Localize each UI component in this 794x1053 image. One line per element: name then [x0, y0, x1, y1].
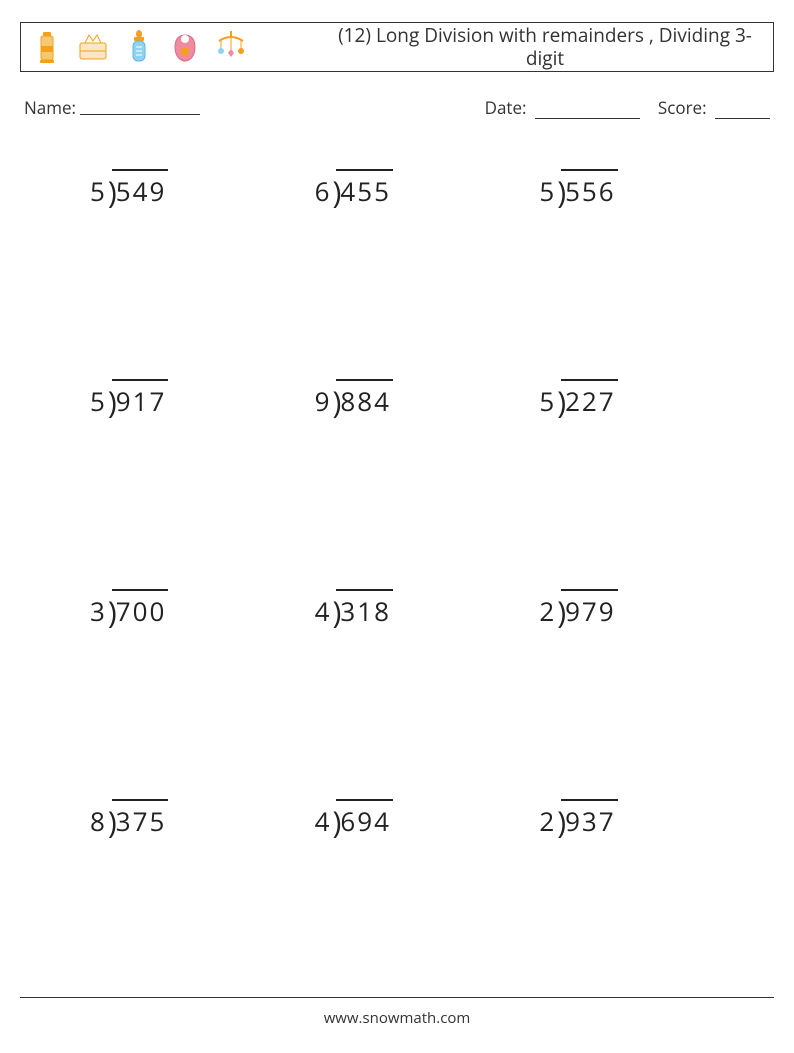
bracket-dividend: )917	[108, 379, 168, 419]
division-bracket-icon: )	[108, 597, 117, 627]
info-row: Name: Date: Score:	[20, 96, 774, 119]
bracket-dividend: )556	[557, 169, 617, 209]
worksheet-title: (12) Long Division with remainders , Div…	[249, 24, 765, 70]
bracket-dividend: )455	[333, 169, 393, 209]
bracket-dividend: )937	[557, 799, 617, 839]
dividend: 979	[561, 589, 618, 629]
dividend: 227	[561, 379, 618, 419]
division-problem: 6)455	[285, 169, 510, 209]
division-problem: 5)917	[60, 379, 285, 419]
division-problem: 5)549	[60, 169, 285, 209]
dividend: 917	[112, 379, 169, 419]
info-spacer	[200, 96, 485, 119]
header-icons	[29, 29, 249, 65]
dividend: 884	[336, 379, 393, 419]
bracket-dividend: )227	[557, 379, 617, 419]
bottle-icon	[121, 29, 157, 65]
tissue-icon	[75, 29, 111, 65]
name-blank[interactable]	[80, 96, 200, 115]
division-bracket-icon: )	[108, 177, 117, 207]
division-bracket-icon: )	[557, 177, 566, 207]
problems-grid: 5)5496)4555)5565)9179)8845)2273)7004)318…	[20, 169, 774, 839]
bracket-dividend: )979	[557, 589, 617, 629]
date-blank[interactable]	[535, 100, 640, 119]
division-bracket-icon: )	[557, 807, 566, 837]
bracket-dividend: )700	[108, 589, 168, 629]
divisor: 6	[315, 173, 331, 209]
mobile-icon	[213, 29, 249, 65]
division-bracket-icon: )	[333, 597, 342, 627]
division-bracket-icon: )	[557, 597, 566, 627]
division-bracket-icon: )	[108, 807, 117, 837]
division-problem: 9)884	[285, 379, 510, 419]
division-problem: 8)375	[60, 799, 285, 839]
score-group: Score:	[658, 96, 770, 119]
divisor: 9	[315, 383, 331, 419]
division-bracket-icon: )	[557, 387, 566, 417]
divisor: 8	[90, 803, 106, 839]
division-problem: 3)700	[60, 589, 285, 629]
header-box: (12) Long Division with remainders , Div…	[20, 22, 774, 72]
division-problem: 4)694	[285, 799, 510, 839]
bracket-dividend: )549	[108, 169, 168, 209]
division-problem: 5)556	[509, 169, 734, 209]
footer-text: www.snowmath.com	[0, 1008, 794, 1028]
bib-icon	[167, 29, 203, 65]
divisor: 4	[315, 593, 331, 629]
bracket-dividend: )318	[333, 589, 393, 629]
bracket-dividend: )694	[333, 799, 393, 839]
dividend: 318	[336, 589, 393, 629]
bracket-dividend: )884	[333, 379, 393, 419]
date-group: Date:	[485, 96, 640, 119]
divisor: 5	[90, 383, 106, 419]
divisor: 5	[539, 383, 555, 419]
divisor: 5	[90, 173, 106, 209]
date-label: Date:	[485, 96, 527, 119]
division-bracket-icon: )	[333, 177, 342, 207]
dividend: 455	[336, 169, 393, 209]
divisor: 2	[539, 803, 555, 839]
bottom-rule	[20, 997, 774, 998]
name-label: Name:	[24, 96, 76, 119]
dividend: 937	[561, 799, 618, 839]
division-bracket-icon: )	[333, 387, 342, 417]
score-blank[interactable]	[715, 100, 770, 119]
division-problem: 5)227	[509, 379, 734, 419]
divisor: 3	[90, 593, 106, 629]
divisor: 5	[539, 173, 555, 209]
dividend: 375	[112, 799, 169, 839]
dividend: 694	[336, 799, 393, 839]
dividend: 700	[112, 589, 169, 629]
score-label: Score:	[658, 96, 707, 119]
division-problem: 4)318	[285, 589, 510, 629]
division-problem: 2)979	[509, 589, 734, 629]
dividend: 549	[112, 169, 169, 209]
lotion-icon	[29, 29, 65, 65]
divisor: 4	[315, 803, 331, 839]
dividend: 556	[561, 169, 618, 209]
division-bracket-icon: )	[108, 387, 117, 417]
divisor: 2	[539, 593, 555, 629]
bracket-dividend: )375	[108, 799, 168, 839]
worksheet-page: (12) Long Division with remainders , Div…	[0, 0, 794, 1053]
division-bracket-icon: )	[333, 807, 342, 837]
division-problem: 2)937	[509, 799, 734, 839]
